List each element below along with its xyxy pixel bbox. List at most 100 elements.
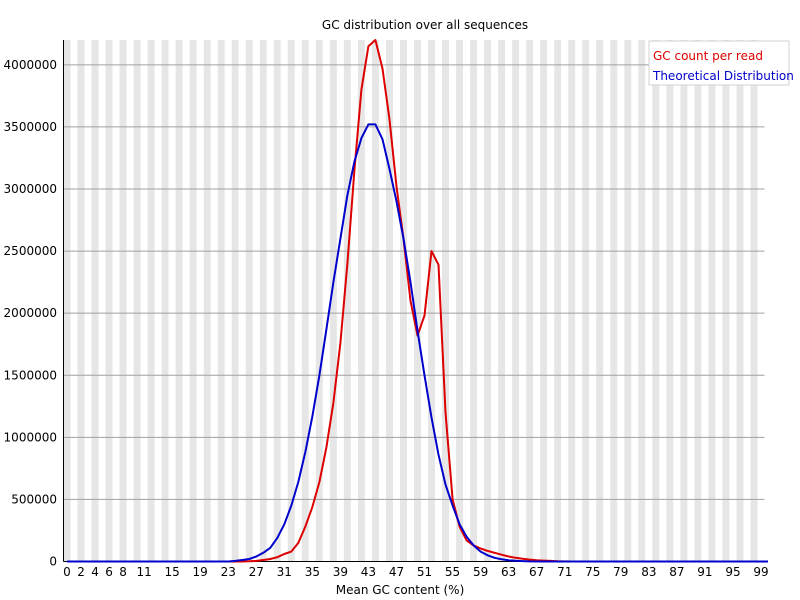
x-tick-label: 67 <box>529 565 544 579</box>
background-band <box>673 40 681 562</box>
x-tick-label: 51 <box>417 565 432 579</box>
background-band <box>617 40 625 562</box>
x-tick-label: 63 <box>501 565 516 579</box>
x-tick-label: 27 <box>249 565 264 579</box>
legend-entry-theoretical: Theoretical Distribution <box>652 69 794 83</box>
background-band <box>322 40 330 562</box>
background-band <box>568 40 576 562</box>
y-tick-label: 1000000 <box>4 430 57 444</box>
x-tick-label: 47 <box>389 565 404 579</box>
x-tick-label: 95 <box>725 565 740 579</box>
background-band <box>708 40 716 562</box>
background-band <box>294 40 302 562</box>
background-band <box>161 40 169 562</box>
background-band <box>652 40 660 562</box>
background-band <box>575 40 583 562</box>
background-band <box>140 40 148 562</box>
background-band <box>336 40 344 562</box>
x-tick-label: 19 <box>193 565 208 579</box>
background-band <box>70 40 78 562</box>
x-axis-label: Mean GC content (%) <box>336 583 465 597</box>
background-band <box>231 40 239 562</box>
background-band <box>154 40 162 562</box>
background-bands <box>63 40 765 562</box>
background-band <box>308 40 316 562</box>
x-tick-label: 35 <box>305 565 320 579</box>
background-band <box>610 40 618 562</box>
x-tick-label: 59 <box>473 565 488 579</box>
x-tick-label: 43 <box>361 565 376 579</box>
background-band <box>210 40 218 562</box>
y-tick-label: 1500000 <box>4 368 57 382</box>
background-band <box>259 40 267 562</box>
background-band <box>645 40 653 562</box>
background-band <box>112 40 120 562</box>
background-band <box>196 40 204 562</box>
background-band <box>63 40 71 562</box>
background-band <box>638 40 646 562</box>
background-band <box>266 40 274 562</box>
background-band <box>470 40 478 562</box>
legend-entry-gc-count: GC count per read <box>653 49 763 63</box>
background-band <box>371 40 379 562</box>
horizontal-gridlines <box>63 64 765 500</box>
background-band <box>722 40 730 562</box>
background-band <box>463 40 471 562</box>
background-band <box>287 40 295 562</box>
background-band <box>547 40 555 562</box>
background-band <box>757 40 765 562</box>
x-tick-label: 55 <box>445 565 460 579</box>
background-band <box>694 40 702 562</box>
background-band <box>512 40 520 562</box>
background-band <box>715 40 723 562</box>
background-band <box>561 40 569 562</box>
background-band <box>217 40 225 562</box>
background-band <box>189 40 197 562</box>
y-tick-label: 0 <box>49 555 57 569</box>
background-band <box>519 40 527 562</box>
y-tick-label: 2500000 <box>4 244 57 258</box>
x-tick-label: 23 <box>221 565 236 579</box>
x-tick-label: 15 <box>165 565 180 579</box>
background-band <box>364 40 372 562</box>
background-band <box>385 40 393 562</box>
background-band <box>603 40 611 562</box>
background-band <box>428 40 436 562</box>
chart-title: GC distribution over all sequences <box>322 18 528 32</box>
background-band <box>743 40 751 562</box>
background-band <box>273 40 281 562</box>
background-band <box>736 40 744 562</box>
background-band <box>77 40 85 562</box>
x-tick-label: 2 <box>77 565 85 579</box>
background-band <box>729 40 737 562</box>
background-band <box>238 40 246 562</box>
background-band <box>378 40 386 562</box>
background-band <box>582 40 590 562</box>
legend: GC count per read Theoretical Distributi… <box>648 40 794 86</box>
background-band <box>505 40 513 562</box>
background-band <box>554 40 562 562</box>
background-band <box>84 40 92 562</box>
background-band <box>449 40 457 562</box>
y-tick-label: 500000 <box>11 492 57 506</box>
x-tick-label: 31 <box>277 565 292 579</box>
background-band <box>357 40 365 562</box>
background-band <box>224 40 232 562</box>
data-series <box>67 39 768 563</box>
y-tick-label: 3500000 <box>4 120 57 134</box>
background-band <box>203 40 211 562</box>
background-band <box>245 40 253 562</box>
background-band <box>350 40 358 562</box>
background-band <box>596 40 604 562</box>
background-band <box>301 40 309 562</box>
background-band <box>701 40 709 562</box>
y-axis-tick-labels: 0 500000 1000000 1500000 2000000 2500000 30000… <box>4 58 57 569</box>
x-tick-label: 0 <box>63 565 71 579</box>
background-band <box>589 40 597 562</box>
background-band <box>329 40 337 562</box>
background-band <box>477 40 485 562</box>
x-axis-tick-labels: 0 2 4 6 8 11 15 19 23 27 31 35 39 43 47 51 55 59 63 67 71 75 7… <box>63 565 768 579</box>
background-band <box>533 40 541 562</box>
background-band <box>680 40 688 562</box>
